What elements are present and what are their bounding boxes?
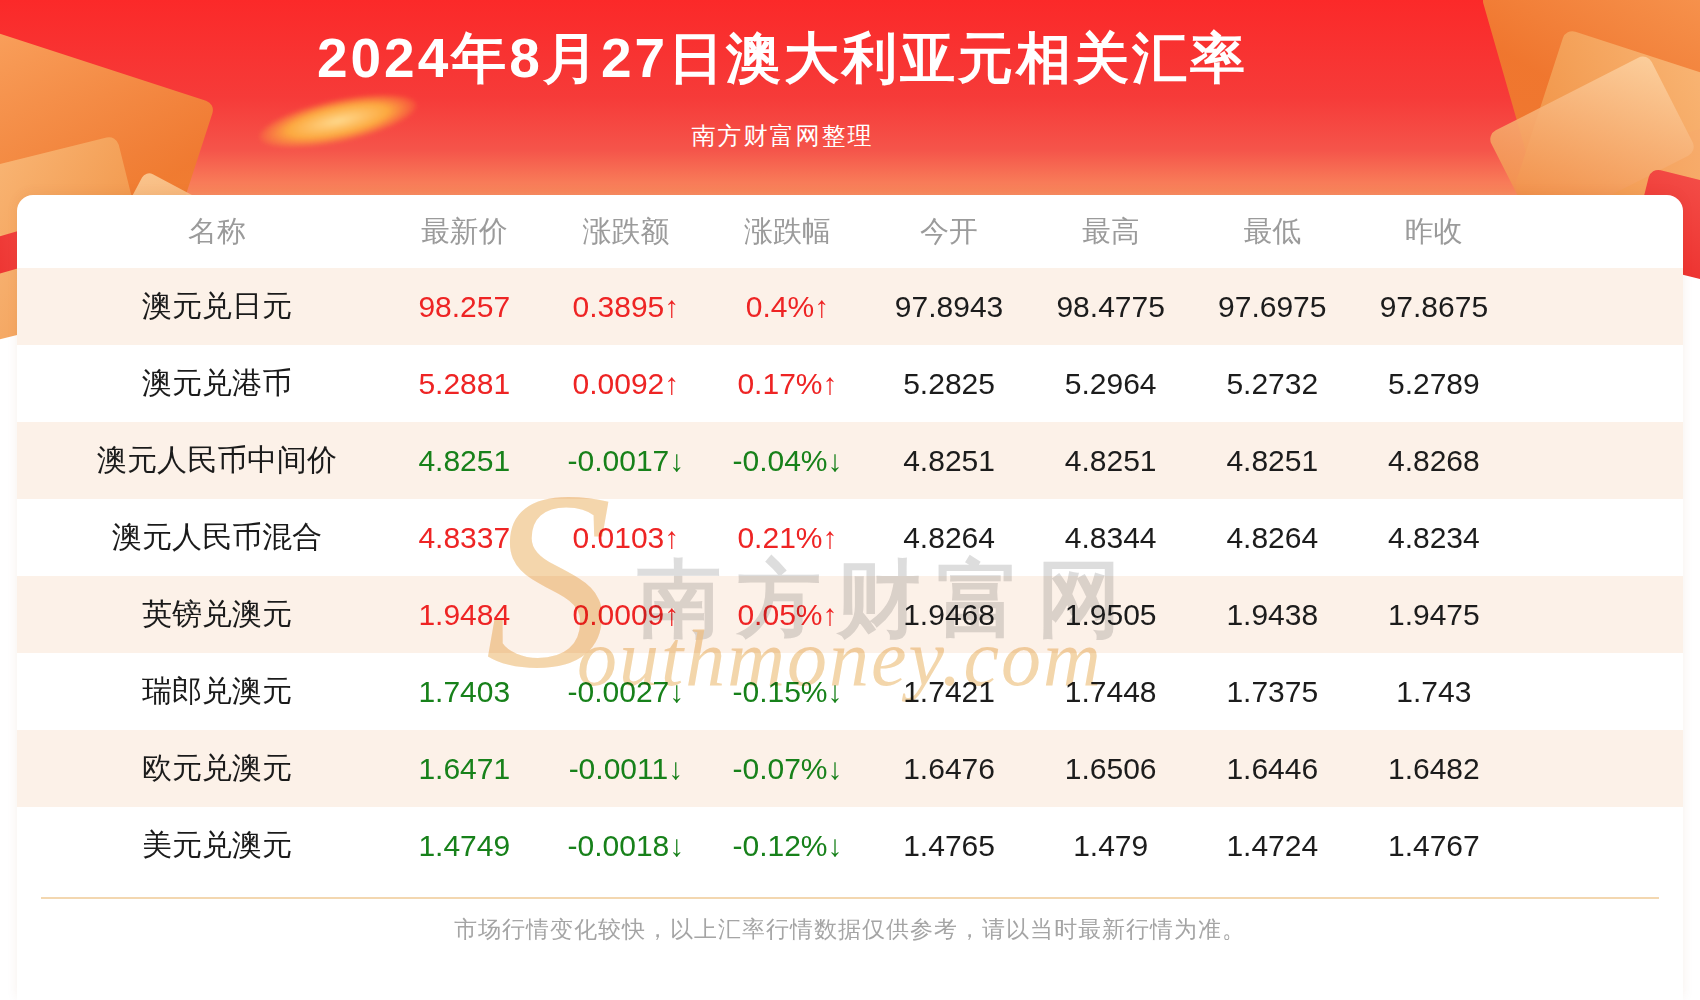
pair-name: 澳元兑港币 (50, 363, 383, 404)
column-header-prev: 昨收 (1353, 212, 1515, 252)
latest-price: 1.4749 (384, 829, 546, 863)
high-price: 1.9505 (1030, 598, 1192, 632)
column-header-low: 最低 (1191, 212, 1353, 252)
latest-price: 4.8251 (384, 444, 546, 478)
high-price: 1.7448 (1030, 675, 1192, 709)
column-header-open: 今开 (868, 212, 1030, 252)
low-price: 1.7375 (1191, 675, 1353, 709)
change-percent: -0.12%↓ (707, 829, 869, 863)
high-price: 1.6506 (1030, 752, 1192, 786)
banner-text: 2024年8月27日澳大利亚元相关汇率 南方财富网整理 (0, 0, 1700, 152)
change-amount: 0.0103↑ (545, 521, 707, 555)
change-amount: -0.0018↓ (545, 829, 707, 863)
table-row: 瑞郎兑澳元1.7403-0.0027↓-0.15%↓1.74211.74481.… (17, 653, 1683, 730)
open-price: 1.9468 (868, 598, 1030, 632)
open-price: 97.8943 (868, 290, 1030, 324)
column-header-latest: 最新价 (384, 212, 546, 252)
column-header-name: 名称 (50, 212, 383, 252)
table-row: 美元兑澳元1.4749-0.0018↓-0.12%↓1.47651.4791.4… (17, 807, 1683, 884)
table-header-row: 名称 最新价 涨跌额 涨跌幅 今开 最高 最低 昨收 (17, 195, 1683, 268)
change-amount: 0.0092↑ (545, 367, 707, 401)
high-price: 5.2964 (1030, 367, 1192, 401)
low-price: 5.2732 (1191, 367, 1353, 401)
open-price: 1.6476 (868, 752, 1030, 786)
table-row: 澳元兑日元98.2570.3895↑0.4%↑97.894398.477597.… (17, 268, 1683, 345)
rates-table-card: 名称 最新价 涨跌额 涨跌幅 今开 最高 最低 昨收 澳元兑日元98.2570.… (17, 195, 1683, 1000)
prev-close: 97.8675 (1353, 290, 1515, 324)
latest-price: 1.7403 (384, 675, 546, 709)
footer-divider (41, 897, 1659, 899)
change-percent: 0.05%↑ (707, 598, 869, 632)
prev-close: 1.4767 (1353, 829, 1515, 863)
prev-close: 1.9475 (1353, 598, 1515, 632)
change-amount: -0.0011↓ (545, 752, 707, 786)
low-price: 97.6975 (1191, 290, 1353, 324)
latest-price: 5.2881 (384, 367, 546, 401)
prev-close: 1.743 (1353, 675, 1515, 709)
low-price: 1.9438 (1191, 598, 1353, 632)
change-amount: 0.3895↑ (545, 290, 707, 324)
low-price: 1.4724 (1191, 829, 1353, 863)
table-row: 澳元人民币中间价4.8251-0.0017↓-0.04%↓4.82514.825… (17, 422, 1683, 499)
pair-name: 英镑兑澳元 (50, 594, 383, 635)
change-percent: -0.04%↓ (707, 444, 869, 478)
column-header-high: 最高 (1030, 212, 1192, 252)
pair-name: 欧元兑澳元 (50, 748, 383, 789)
disclaimer-note: 市场行情变化较快，以上汇率行情数据仅供参考，请以当时最新行情为准。 (17, 914, 1683, 945)
open-price: 4.8264 (868, 521, 1030, 555)
page-subtitle: 南方财富网整理 (0, 120, 1565, 152)
table-row: 澳元兑港币5.28810.0092↑0.17%↑5.28255.29645.27… (17, 345, 1683, 422)
high-price: 4.8344 (1030, 521, 1192, 555)
change-percent: -0.07%↓ (707, 752, 869, 786)
prev-close: 5.2789 (1353, 367, 1515, 401)
column-header-change: 涨跌额 (545, 212, 707, 252)
pair-name: 澳元兑日元 (50, 286, 383, 327)
high-price: 98.4775 (1030, 290, 1192, 324)
latest-price: 1.6471 (384, 752, 546, 786)
open-price: 4.8251 (868, 444, 1030, 478)
prev-close: 1.6482 (1353, 752, 1515, 786)
high-price: 4.8251 (1030, 444, 1192, 478)
table-row: 澳元人民币混合4.83370.0103↑0.21%↑4.82644.83444.… (17, 499, 1683, 576)
page: 2024年8月27日澳大利亚元相关汇率 南方财富网整理 名称 最新价 涨跌额 涨… (0, 0, 1700, 1000)
change-percent: 0.17%↑ (707, 367, 869, 401)
low-price: 4.8264 (1191, 521, 1353, 555)
change-percent: -0.15%↓ (707, 675, 869, 709)
pair-name: 澳元人民币混合 (50, 517, 383, 558)
column-header-pct: 涨跌幅 (707, 212, 869, 252)
change-amount: 0.0009↑ (545, 598, 707, 632)
change-percent: 0.4%↑ (707, 290, 869, 324)
latest-price: 1.9484 (384, 598, 546, 632)
table-row: 英镑兑澳元1.94840.0009↑0.05%↑1.94681.95051.94… (17, 576, 1683, 653)
open-price: 1.4765 (868, 829, 1030, 863)
prev-close: 4.8234 (1353, 521, 1515, 555)
pair-name: 瑞郎兑澳元 (50, 671, 383, 712)
table-row: 欧元兑澳元1.6471-0.0011↓-0.07%↓1.64761.65061.… (17, 730, 1683, 807)
pair-name: 澳元人民币中间价 (50, 440, 383, 481)
prev-close: 4.8268 (1353, 444, 1515, 478)
high-price: 1.479 (1030, 829, 1192, 863)
open-price: 1.7421 (868, 675, 1030, 709)
change-amount: -0.0027↓ (545, 675, 707, 709)
latest-price: 98.257 (384, 290, 546, 324)
low-price: 1.6446 (1191, 752, 1353, 786)
change-percent: 0.21%↑ (707, 521, 869, 555)
latest-price: 4.8337 (384, 521, 546, 555)
pair-name: 美元兑澳元 (50, 825, 383, 866)
page-title: 2024年8月27日澳大利亚元相关汇率 (0, 22, 1565, 96)
change-amount: -0.0017↓ (545, 444, 707, 478)
table-body: 澳元兑日元98.2570.3895↑0.4%↑97.894398.477597.… (17, 268, 1683, 884)
low-price: 4.8251 (1191, 444, 1353, 478)
open-price: 5.2825 (868, 367, 1030, 401)
